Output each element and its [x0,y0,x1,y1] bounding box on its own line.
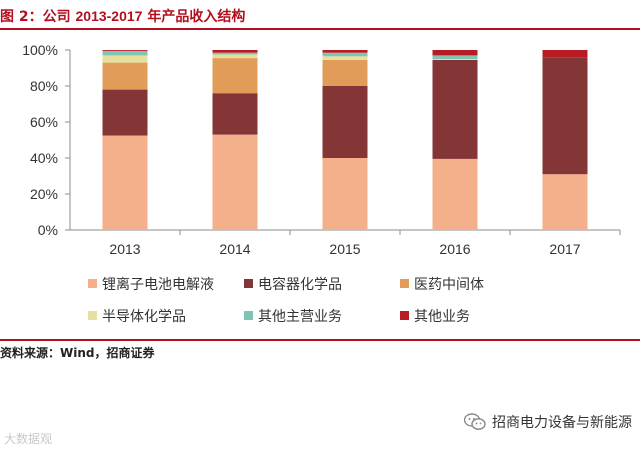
legend-swatch-0 [88,279,97,288]
bar-segment-2017-1 [542,57,588,175]
x-tick-label: 2015 [329,241,360,257]
bar-segment-2014-5 [212,50,258,53]
legend-swatch-2 [400,279,409,288]
watermark-right: 招商电力设备与新能源 [464,412,632,432]
bar-segment-2013-0 [102,135,148,230]
x-tick-label: 2014 [219,241,250,257]
bar-segment-2016-5 [432,50,478,56]
watermark-left-text: 大数据观 [4,432,53,446]
y-tick-label: 0% [38,222,58,238]
title-rule [0,28,640,30]
title-prefix: 图 2：公司 [0,9,71,25]
bar-segment-2015-2 [322,59,368,86]
bar-segment-2015-5 [322,50,368,53]
source-note: 资料来源：Wind，招商证券 [0,346,155,360]
x-tick-label: 2013 [109,241,140,257]
bar-segment-2013-5 [102,50,148,51]
legend-label-3: 半导体化学品 [102,309,186,325]
x-tick-label: 2016 [439,241,470,257]
bar-segment-2015-4 [322,52,368,57]
bar-segment-2015-3 [322,56,368,60]
legend-swatch-1 [244,279,253,288]
bar-segment-2013-4 [102,50,148,56]
bar-segment-2016-3 [432,59,478,60]
legend-swatch-5 [400,311,409,320]
bar-segment-2014-4 [212,52,258,55]
bar-segment-2013-1 [102,89,148,136]
watermark-left: 大数据观 [4,430,52,447]
bar-segment-2016-0 [432,158,478,230]
bar-segment-2013-2 [102,62,148,90]
bar-segment-2015-0 [322,158,368,230]
legend-label-5: 其他业务 [414,309,470,325]
bar-segment-2016-4 [432,55,478,59]
wechat-icon [464,413,486,430]
source-rule [0,339,640,341]
y-tick-label: 60% [30,114,58,130]
title-years: 2013-2017 [75,8,143,24]
bar-segment-2014-2 [212,58,258,94]
figure-title: 图 2：公司 2013-2017 年产品收入结构 [0,6,245,26]
x-tick-label: 2017 [549,241,580,257]
title-suffix: 年产品收入结构 [147,9,246,25]
watermark-right-text: 招商电力设备与新能源 [492,415,632,431]
legend-label-2: 医药中间体 [414,277,484,293]
stacked-bar-chart: 0% 20% 40% 60% 80% 100% 2013 2014 2015 2016 2017 锂离… [22,42,621,325]
legend-label-4: 其他主营业务 [258,309,342,325]
bar-segment-2014-0 [212,134,258,230]
y-tick-label: 20% [30,186,58,202]
legend-swatch-3 [88,311,97,320]
bar-segment-2013-3 [102,55,148,63]
bar-segment-2017-0 [542,174,588,230]
legend-swatch-4 [244,311,253,320]
bar-segment-2014-3 [212,54,258,59]
y-tick-label: 100% [22,42,58,58]
bar-segment-2017-5 [542,50,588,58]
legend-label-0: 锂离子电池电解液 [102,276,214,293]
legend-label-1: 电容器化学品 [258,276,342,293]
bar-segment-2014-1 [212,93,258,135]
y-tick-label: 80% [30,78,58,94]
bar-segment-2015-1 [322,86,368,158]
y-tick-label: 40% [30,150,58,166]
bar-segment-2016-1 [432,59,478,159]
